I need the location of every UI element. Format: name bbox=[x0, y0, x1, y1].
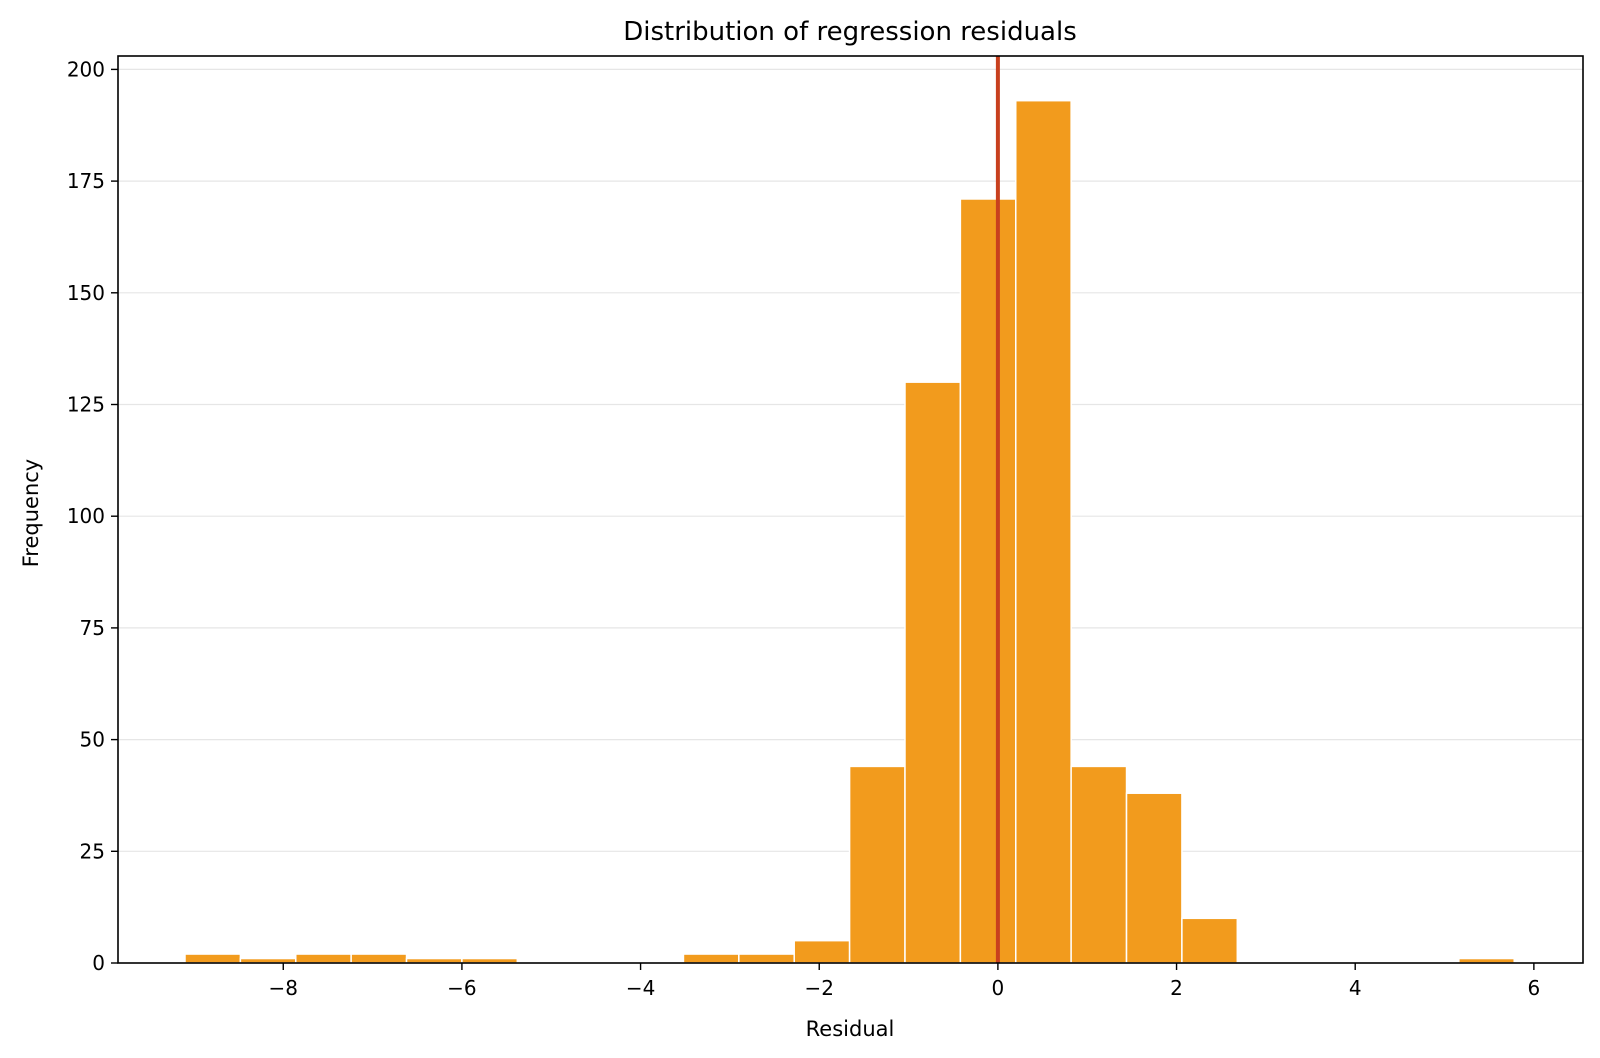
x-axis-label: Residual bbox=[806, 1017, 895, 1041]
x-tick-label: 4 bbox=[1349, 976, 1362, 1000]
y-tick-label: 50 bbox=[80, 728, 105, 752]
y-tick-label: 100 bbox=[67, 504, 105, 528]
gridlines bbox=[118, 68, 1583, 852]
y-axis-ticks: 0 25 50 75 100 125 150 175 200 bbox=[67, 57, 118, 975]
histogram-bar bbox=[1125, 792, 1183, 964]
histogram-bar bbox=[682, 953, 740, 964]
x-tick-label: −4 bbox=[626, 976, 655, 1000]
y-tick-label: 0 bbox=[92, 951, 105, 975]
histogram-bar bbox=[1070, 765, 1128, 964]
histogram-bar bbox=[350, 953, 408, 964]
histogram-bar bbox=[295, 953, 352, 964]
x-tick-label: −6 bbox=[447, 976, 476, 1000]
y-axis-label: Frequency bbox=[19, 459, 43, 568]
histogram-bar bbox=[1181, 917, 1239, 964]
y-tick-label: 150 bbox=[67, 281, 105, 305]
histogram-bar bbox=[738, 953, 795, 964]
x-tick-label: −2 bbox=[804, 976, 833, 1000]
y-tick-label: 125 bbox=[67, 393, 105, 417]
x-tick-label: −8 bbox=[269, 976, 298, 1000]
y-tick-label: 200 bbox=[67, 57, 105, 81]
x-axis-ticks: −8 −6 −4 −2 0 2 4 6 bbox=[269, 963, 1541, 1000]
plot-frame bbox=[117, 55, 1584, 964]
histogram-bar bbox=[1015, 99, 1072, 964]
histogram-bar bbox=[848, 765, 906, 964]
x-tick-label: 2 bbox=[1170, 976, 1183, 1000]
x-tick-label: 6 bbox=[1528, 976, 1541, 1000]
histogram-bar bbox=[793, 939, 851, 964]
histogram-bar bbox=[959, 198, 1017, 964]
y-tick-label: 25 bbox=[80, 839, 105, 863]
histogram-bar bbox=[904, 381, 962, 964]
x-tick-label: 0 bbox=[992, 976, 1005, 1000]
histogram-bar bbox=[184, 953, 242, 964]
y-tick-label: 75 bbox=[80, 616, 105, 640]
histogram-bars bbox=[184, 99, 1515, 964]
y-tick-label: 175 bbox=[67, 169, 105, 193]
chart-title: Distribution of regression residuals bbox=[623, 17, 1077, 47]
